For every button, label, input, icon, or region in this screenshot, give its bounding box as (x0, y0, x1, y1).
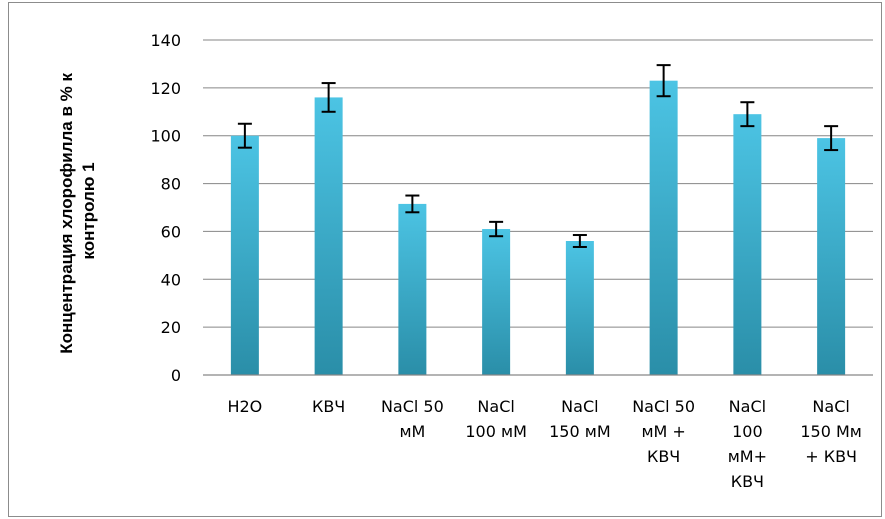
x-category-label-0: H2O (227, 397, 262, 416)
error-bar-4 (572, 234, 587, 248)
y-axis-title: Концентрация хлорофилла в % к контролю 1 (57, 68, 98, 353)
gridlines (203, 39, 873, 328)
x-category-label-6: NaCl 100 мМ+ КВЧ (728, 397, 767, 491)
y-axis-ticks: 0 20 40 60 80 100 120 140 (150, 31, 181, 385)
y-tick-label: 60 (161, 222, 181, 241)
error-bar-6 (740, 101, 755, 128)
bar-1 (314, 97, 343, 375)
x-category-label-7: NaCl 150 Мм + КВЧ (800, 397, 862, 466)
bar-0 (230, 135, 259, 375)
x-category-label-3: NaCl 100 мМ (465, 397, 527, 441)
y-tick-label: 100 (150, 127, 181, 146)
y-tick-label: 140 (150, 31, 181, 50)
y-tick-label: 0 (171, 366, 181, 385)
x-axis-labels: H2O КВЧ NaCl 50 мМ NaCl 100 мМ NaCl 150 мМ NaCl … (227, 397, 861, 491)
bar-4 (565, 241, 594, 375)
y-tick-label: 80 (161, 175, 181, 194)
bar-2 (398, 203, 427, 375)
bar-7 (817, 138, 846, 375)
bar-5 (649, 80, 678, 375)
error-bar-3 (489, 220, 504, 238)
error-bar-0 (237, 122, 252, 149)
error-bar-1 (321, 82, 336, 113)
y-tick-label: 20 (161, 318, 181, 337)
error-bar-5 (656, 64, 671, 98)
error-bar-7 (824, 125, 839, 152)
x-category-label-1: КВЧ (312, 397, 345, 416)
bar-6 (733, 114, 762, 375)
error-bars (237, 64, 839, 248)
y-tick-label: 120 (150, 79, 181, 98)
y-tick-label: 40 (161, 270, 181, 289)
error-bar-2 (405, 194, 420, 214)
bar-3 (482, 229, 511, 375)
y-axis-title-line-2: контролю 1 (79, 162, 98, 259)
bars (230, 80, 846, 375)
y-axis-title-line-1: Концентрация хлорофилла в % к (57, 73, 76, 354)
x-category-label-4: NaCl 150 мМ (549, 397, 611, 441)
x-category-label-5: NaCl 50 мМ + КВЧ (632, 397, 695, 466)
x-category-label-2: NaCl 50 мМ (381, 397, 444, 441)
